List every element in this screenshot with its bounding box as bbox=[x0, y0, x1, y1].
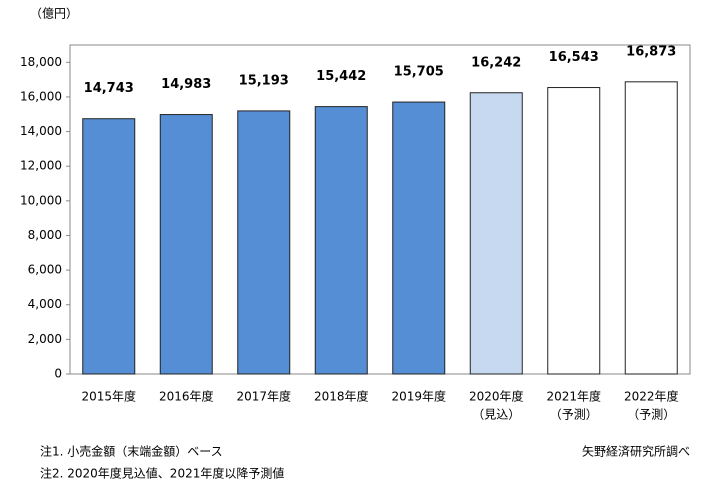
bar bbox=[159, 114, 213, 375]
x-tick-label: 2017年度 bbox=[236, 389, 291, 404]
bar bbox=[392, 101, 446, 375]
value-label: 16,543 bbox=[549, 50, 599, 65]
bar bbox=[547, 87, 601, 375]
plot-frame bbox=[69, 44, 691, 375]
bar bbox=[237, 110, 291, 375]
y-tick-label: 14,000 bbox=[20, 124, 62, 138]
value-label: 16,242 bbox=[471, 55, 521, 70]
bar bbox=[82, 118, 136, 375]
value-label: 14,983 bbox=[161, 77, 211, 92]
y-tick-label: 0 bbox=[54, 367, 62, 381]
y-tick-label: 18,000 bbox=[20, 55, 62, 69]
x-tick-label: （見込） bbox=[472, 408, 520, 422]
x-tick-label: （予測） bbox=[550, 408, 598, 422]
value-label: 15,442 bbox=[316, 69, 366, 84]
x-tick-label: 2018年度 bbox=[314, 389, 369, 404]
bar bbox=[624, 81, 678, 375]
value-label: 14,743 bbox=[84, 81, 134, 96]
value-label: 15,705 bbox=[394, 65, 444, 80]
bar bbox=[469, 92, 523, 375]
value-label: 16,873 bbox=[626, 44, 676, 59]
y-tick-label: 12,000 bbox=[20, 159, 62, 173]
x-tick-label: 2020年度 bbox=[469, 389, 524, 404]
source: 矢野経済研究所調べ bbox=[582, 444, 690, 459]
y-tick-label: 10,000 bbox=[20, 193, 62, 207]
x-tick-label: 2016年度 bbox=[159, 389, 214, 404]
note: 注1. 小売金額（末端金額）ベース bbox=[40, 444, 223, 459]
x-tick-label: 2015年度 bbox=[81, 389, 136, 404]
x-tick-label: （予測） bbox=[627, 408, 675, 422]
y-tick-label: 2,000 bbox=[28, 332, 62, 346]
note: 注2. 2020年度見込値、2021年度以降予測値 bbox=[40, 466, 284, 481]
value-label: 15,193 bbox=[239, 73, 289, 88]
unit-label: （億円） bbox=[30, 7, 78, 21]
y-tick-label: 16,000 bbox=[20, 89, 62, 103]
y-tick-label: 6,000 bbox=[28, 263, 62, 277]
bar bbox=[314, 106, 368, 375]
x-tick-label: 2022年度 bbox=[624, 389, 679, 404]
x-tick-label: 2021年度 bbox=[546, 389, 601, 404]
x-tick-label: 2019年度 bbox=[391, 389, 446, 404]
y-tick-label: 8,000 bbox=[28, 228, 62, 242]
y-tick-label: 4,000 bbox=[28, 297, 62, 311]
